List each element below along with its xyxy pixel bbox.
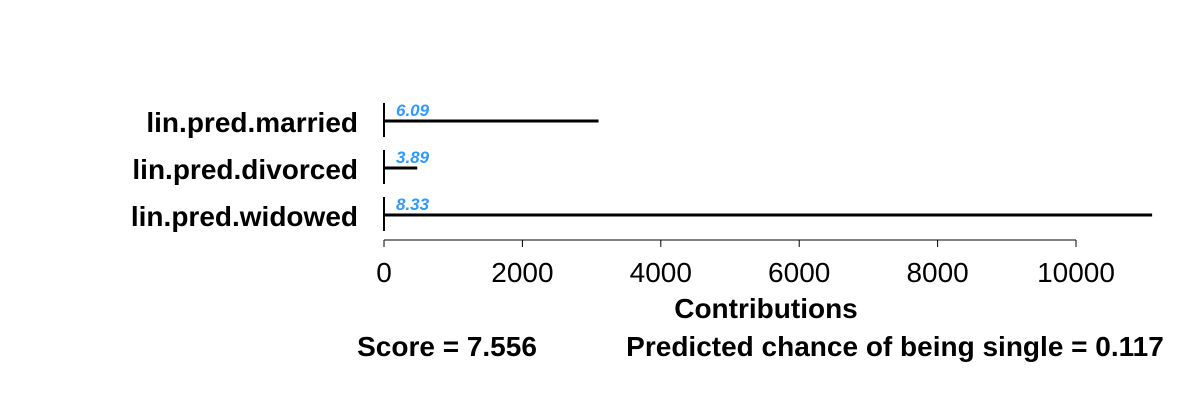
prediction-text: Predicted chance of being single = 0.117 [626, 331, 1164, 362]
x-tick-label: 8000 [906, 257, 968, 288]
data-label: 3.89 [396, 148, 430, 167]
x-tick-label: 2000 [491, 257, 553, 288]
category-label: lin.pred.divorced [132, 154, 358, 185]
x-axis: 0 2000 4000 6000 8000 10000 [376, 239, 1115, 288]
x-axis-title: Contributions [674, 293, 858, 324]
category-label: lin.pred.married [146, 107, 358, 138]
data-label: 8.33 [396, 195, 430, 214]
x-tick-label: 10000 [1037, 257, 1115, 288]
data-label: 6.09 [396, 101, 430, 120]
bars-layer: lin.pred.married 6.09 lin.pred.divorced 3.8… [131, 101, 1153, 232]
x-tick-label: 0 [376, 257, 392, 288]
category-label: lin.pred.widowed [131, 201, 358, 232]
x-tick-label: 6000 [768, 257, 830, 288]
x-tick-label: 4000 [630, 257, 692, 288]
score-text: Score = 7.556 [357, 331, 537, 362]
